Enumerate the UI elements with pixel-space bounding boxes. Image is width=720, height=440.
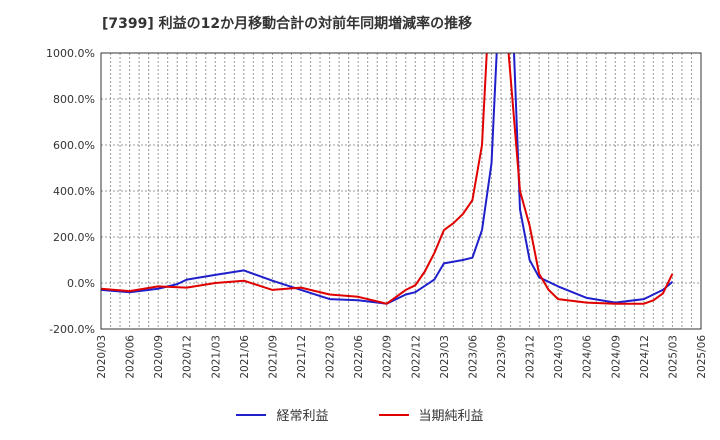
legend-swatch-series-1: [378, 413, 409, 416]
y-tick-label: 200.0%: [53, 231, 95, 244]
x-tick-label: 2023/06: [467, 335, 479, 379]
y-tick-label: 0.0%: [67, 277, 95, 290]
legend-item-series-0: 経常利益: [236, 405, 329, 424]
x-tick-label: 2023/12: [525, 335, 537, 379]
x-tick-label: 2023/09: [496, 335, 508, 379]
x-tick-label: 2022/09: [382, 335, 394, 379]
y-tick-label: 800.0%: [53, 93, 95, 106]
chart-title: [7399] 利益の12か月移動合計の対前年同期増減率の推移: [102, 16, 473, 32]
x-tick-label: 2021/12: [296, 335, 308, 379]
x-tick-label: 2023/03: [439, 335, 451, 379]
y-tick-label: 600.0%: [53, 139, 95, 152]
legend-swatch-series-0: [236, 413, 267, 416]
y-axis: -200.0% 0.0% 200.0% 400.0% 600.0% 800.0% 1000.…: [46, 47, 95, 336]
legend-item-series-1: 当期純利益: [378, 405, 484, 424]
x-tick-label: 2021/06: [239, 335, 251, 379]
x-tick-label: 2020/03: [96, 335, 108, 379]
legend-label-series-1: 当期純利益: [418, 409, 484, 424]
y-tick-label: 400.0%: [53, 185, 95, 198]
series-line-1: [101, 53, 674, 305]
x-tick-label: 2024/09: [610, 335, 622, 379]
x-tick-label: 2021/03: [210, 335, 222, 379]
series: [101, 53, 674, 305]
x-tick-label: 2025/03: [667, 335, 679, 379]
x-tick-label: 2024/06: [582, 335, 594, 379]
legend-label-series-0: 経常利益: [276, 409, 329, 424]
x-tick-label: 2022/12: [410, 335, 422, 379]
y-tick-label: -200.0%: [49, 323, 95, 336]
x-tick-label: 2020/12: [182, 335, 194, 379]
series-line-0: [101, 53, 674, 305]
grid: [101, 52, 701, 330]
x-tick-label: 2022/03: [325, 335, 337, 379]
x-tick-label: 2020/06: [125, 335, 137, 379]
x-tick-label: 2020/09: [153, 335, 165, 379]
x-tick-label: 2022/06: [353, 335, 365, 379]
x-tick-label: 2021/09: [267, 335, 279, 379]
plot-frame: [100, 52, 702, 330]
x-axis: 2020/03 2020/06 2020/09 2020/12 2021/03 2021/…: [96, 335, 708, 379]
x-tick-label: 2024/12: [639, 335, 651, 379]
legend: 経常利益 当期純利益: [0, 405, 720, 424]
y-tick-label: 1000.0%: [46, 47, 95, 60]
x-tick-label: 2025/06: [696, 335, 708, 379]
x-tick-label: 2024/03: [553, 335, 565, 379]
